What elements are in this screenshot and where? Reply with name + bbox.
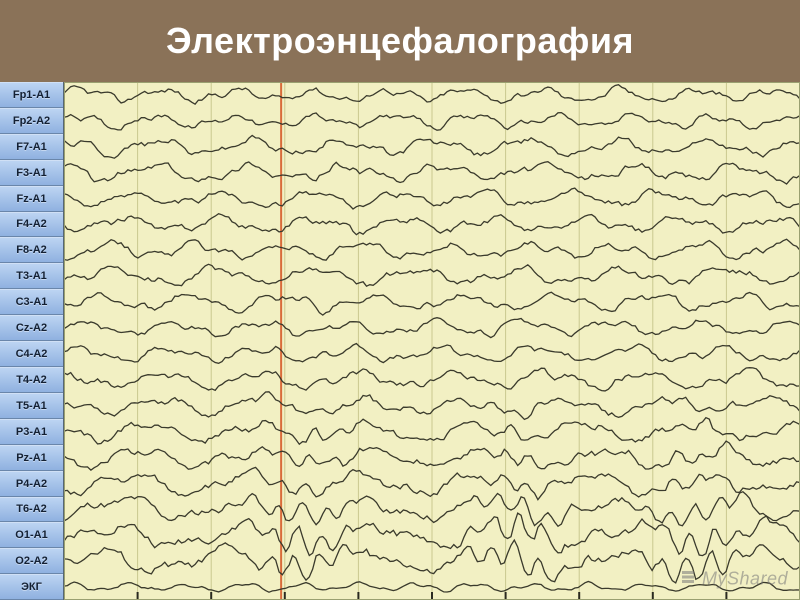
channel-label: F8-A2 (0, 237, 63, 263)
channel-label: Fz-A1 (0, 186, 63, 212)
channel-label: F3-A1 (0, 160, 63, 186)
channel-label: T3-A1 (0, 263, 63, 289)
channel-label: Fp2-A2 (0, 108, 63, 134)
eeg-trace-area (64, 82, 800, 600)
channel-label: ЭКГ (0, 574, 63, 600)
channel-label: P4-A2 (0, 471, 63, 497)
channel-label: O2-A2 (0, 548, 63, 574)
channel-label: C3-A1 (0, 289, 63, 315)
channel-label-column: Fp1-A1Fp2-A2F7-A1F3-A1Fz-A1F4-A2F8-A2T3-… (0, 82, 64, 600)
channel-label: T5-A1 (0, 393, 63, 419)
eeg-panel: Fp1-A1Fp2-A2F7-A1F3-A1Fz-A1F4-A2F8-A2T3-… (0, 82, 800, 600)
slide: Электроэнцефалография Fp1-A1Fp2-A2F7-A1F… (0, 0, 800, 600)
slide-title: Электроэнцефалография (166, 20, 634, 62)
channel-label: Fp1-A1 (0, 82, 63, 108)
channel-label: F4-A2 (0, 212, 63, 238)
eeg-svg (64, 82, 800, 600)
channel-label: F7-A1 (0, 134, 63, 160)
channel-label: T4-A2 (0, 367, 63, 393)
title-band: Электроэнцефалография (0, 0, 800, 82)
channel-label: O1-A1 (0, 522, 63, 548)
channel-label: Pz-A1 (0, 445, 63, 471)
channel-label: Cz-A2 (0, 315, 63, 341)
channel-label: T6-A2 (0, 497, 63, 523)
channel-label: C4-A2 (0, 341, 63, 367)
channel-label: P3-A1 (0, 419, 63, 445)
